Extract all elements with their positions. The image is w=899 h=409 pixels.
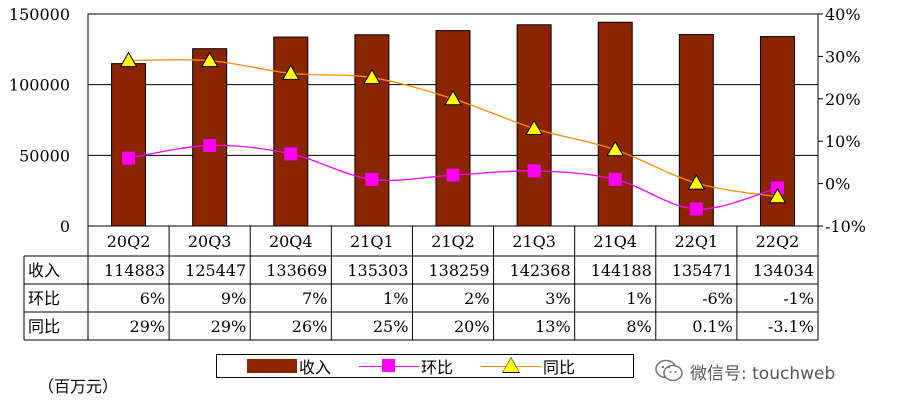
yoy-point bbox=[525, 119, 543, 135]
qoq-point bbox=[284, 147, 298, 161]
right-tick-label: 0% bbox=[825, 175, 850, 194]
table-cell: 9% bbox=[221, 289, 246, 308]
legend-swatch-yoy bbox=[481, 356, 542, 376]
unit-note: （百万元） bbox=[38, 377, 119, 396]
bar bbox=[111, 63, 147, 227]
table-cell: 1% bbox=[383, 289, 408, 308]
right-tick-label: 20% bbox=[825, 90, 861, 109]
legend: 收入 环比 同比 bbox=[216, 354, 634, 378]
table-cell: 1% bbox=[626, 289, 651, 308]
yoy-point bbox=[606, 140, 625, 157]
qoq-point bbox=[689, 202, 703, 216]
table-cell: 29% bbox=[130, 317, 166, 336]
table-cell: -6% bbox=[702, 289, 733, 308]
legend-label-qoq: 环比 bbox=[421, 358, 454, 377]
yoy-point bbox=[768, 187, 787, 204]
table-cell: 29% bbox=[211, 317, 247, 336]
wechat-icon bbox=[655, 359, 683, 382]
category-label: 21Q4 bbox=[593, 232, 637, 251]
left-tick-label: 150000 bbox=[9, 5, 70, 24]
table-cell: 2% bbox=[464, 289, 489, 308]
table-row-label: 收入 bbox=[28, 261, 60, 280]
legend-item-yoy: 同比 bbox=[481, 354, 575, 378]
bar bbox=[435, 30, 471, 227]
category-label: 21Q1 bbox=[350, 232, 394, 251]
table-cell: 7% bbox=[302, 289, 327, 308]
right-tick-label: 30% bbox=[825, 47, 861, 66]
table-cell: 26% bbox=[292, 317, 328, 336]
watermark: 微信号: touchweb bbox=[654, 358, 835, 384]
category-label: 20Q2 bbox=[107, 232, 151, 251]
table-row-label: 同比 bbox=[28, 317, 60, 336]
qoq-point bbox=[446, 168, 460, 182]
right-tick-label: 40% bbox=[825, 5, 861, 24]
table-cell: 134034 bbox=[753, 261, 814, 280]
table-row-label: 环比 bbox=[28, 289, 60, 308]
yoy-point bbox=[200, 51, 219, 68]
qoq-point bbox=[365, 172, 379, 186]
left-tick-label: 100000 bbox=[9, 76, 70, 95]
qoq-point bbox=[203, 138, 217, 152]
category-label: 20Q4 bbox=[269, 232, 313, 251]
table-cell: 138259 bbox=[428, 261, 489, 280]
table-cell: 8% bbox=[626, 317, 651, 336]
legend-swatch-qoq bbox=[359, 356, 420, 376]
yoy-point bbox=[363, 68, 381, 85]
table-cell: 25% bbox=[373, 317, 409, 336]
table-cell: 125447 bbox=[185, 261, 246, 280]
table-cell: -1% bbox=[783, 289, 814, 308]
yoy-point bbox=[119, 51, 138, 68]
table-cell: -3.1% bbox=[768, 317, 814, 336]
qoq-point bbox=[122, 151, 136, 165]
legend-item-revenue: 收入 bbox=[247, 354, 331, 378]
right-tick-label: -10% bbox=[825, 217, 866, 236]
category-label: 22Q1 bbox=[675, 232, 719, 251]
category-label: 21Q2 bbox=[431, 232, 475, 251]
table-cell: 114883 bbox=[104, 261, 165, 280]
yoy-point bbox=[444, 89, 462, 106]
category-label: 22Q2 bbox=[756, 232, 800, 251]
left-tick-label: 50000 bbox=[19, 146, 70, 165]
table-cell: 142368 bbox=[510, 261, 571, 280]
table-cell: 135471 bbox=[672, 261, 733, 280]
bar bbox=[678, 34, 714, 227]
right-tick-label: 10% bbox=[825, 132, 861, 151]
legend-label-revenue: 收入 bbox=[299, 358, 332, 377]
left-tick-label: 0 bbox=[60, 217, 70, 236]
category-label: 21Q3 bbox=[512, 232, 556, 251]
table-cell: 6% bbox=[140, 289, 165, 308]
yoy-point bbox=[281, 64, 300, 80]
table-cell: 0.1% bbox=[692, 317, 733, 336]
bar bbox=[597, 21, 633, 227]
yoy-point bbox=[687, 174, 706, 190]
bar bbox=[354, 34, 390, 227]
table-cell: 13% bbox=[535, 317, 571, 336]
table-cell: 144188 bbox=[591, 261, 652, 280]
table-cell: 135303 bbox=[347, 261, 408, 280]
legend-label-yoy: 同比 bbox=[543, 358, 576, 377]
legend-swatch-revenue bbox=[247, 359, 297, 373]
table-cell: 20% bbox=[454, 317, 490, 336]
watermark-text: 微信号: touchweb bbox=[690, 363, 836, 384]
bar bbox=[192, 48, 228, 227]
legend-item-qoq: 环比 bbox=[359, 354, 453, 378]
qoq-point bbox=[608, 172, 622, 186]
qoq-point bbox=[527, 164, 541, 178]
table-cell: 133669 bbox=[266, 261, 327, 280]
category-label: 20Q3 bbox=[188, 232, 232, 251]
table-cell: 3% bbox=[545, 289, 570, 308]
